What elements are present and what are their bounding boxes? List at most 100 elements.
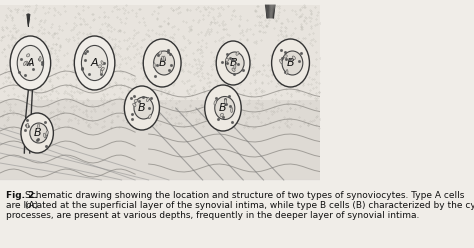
Point xyxy=(280,7,288,11)
Point xyxy=(156,112,164,116)
Point xyxy=(113,4,120,8)
Point xyxy=(282,62,289,66)
Point xyxy=(94,46,101,50)
Point xyxy=(181,36,188,40)
Point xyxy=(89,69,96,73)
Point xyxy=(287,94,295,98)
Point xyxy=(243,123,251,127)
Point xyxy=(261,68,268,72)
Point xyxy=(121,21,129,25)
Point xyxy=(243,51,250,55)
Point xyxy=(185,62,193,66)
Point xyxy=(41,89,48,93)
Point xyxy=(64,91,71,95)
Point xyxy=(124,77,132,81)
Point xyxy=(109,102,116,106)
Point xyxy=(276,119,283,123)
Point xyxy=(297,39,304,43)
Point xyxy=(164,48,172,52)
Point xyxy=(301,18,308,22)
Ellipse shape xyxy=(100,69,102,74)
Point xyxy=(34,29,42,33)
Point xyxy=(267,79,275,83)
Point xyxy=(263,109,270,113)
Point xyxy=(283,109,291,113)
Point xyxy=(67,105,74,109)
Text: B: B xyxy=(219,103,227,113)
Point xyxy=(311,39,319,43)
Point xyxy=(199,74,206,78)
Point xyxy=(272,92,279,96)
Ellipse shape xyxy=(74,36,115,90)
Point xyxy=(60,4,68,8)
Point xyxy=(154,5,161,9)
Point xyxy=(275,100,283,104)
Point xyxy=(112,81,120,85)
Point xyxy=(17,35,24,39)
Point xyxy=(97,72,104,76)
Point xyxy=(309,77,316,81)
Point xyxy=(210,59,218,63)
Point xyxy=(143,104,151,108)
Point xyxy=(102,53,110,57)
Point xyxy=(299,70,306,74)
Point xyxy=(5,33,12,37)
Ellipse shape xyxy=(17,45,44,81)
Point xyxy=(284,102,292,106)
Point xyxy=(164,90,172,94)
Point xyxy=(292,89,300,93)
Point xyxy=(124,118,131,122)
Point xyxy=(112,83,120,87)
Point xyxy=(155,111,163,115)
Point xyxy=(250,56,258,60)
Point xyxy=(221,84,229,88)
Point xyxy=(160,62,168,66)
Point xyxy=(202,45,210,49)
Point xyxy=(85,50,92,54)
Point xyxy=(109,110,116,114)
Point xyxy=(245,124,252,128)
Point xyxy=(197,47,204,51)
Point xyxy=(122,3,130,7)
Ellipse shape xyxy=(23,62,26,65)
Point xyxy=(96,4,103,8)
Point xyxy=(274,33,282,37)
Point xyxy=(131,121,139,125)
Point xyxy=(277,22,284,26)
Point xyxy=(99,125,106,129)
Point xyxy=(34,137,42,141)
Point xyxy=(48,51,55,55)
Point xyxy=(222,118,229,122)
Point xyxy=(225,33,232,37)
Point xyxy=(275,125,283,129)
Point xyxy=(167,6,174,10)
Point xyxy=(246,27,254,31)
Point xyxy=(160,57,168,61)
Point xyxy=(170,8,177,12)
Point xyxy=(215,38,223,42)
Point xyxy=(164,51,172,55)
Point xyxy=(97,98,104,102)
Point xyxy=(120,31,128,34)
Point xyxy=(301,46,308,50)
Point xyxy=(128,98,135,102)
Point xyxy=(25,40,32,44)
Point xyxy=(114,114,121,118)
Point xyxy=(46,51,53,55)
Point xyxy=(171,121,179,125)
Point xyxy=(260,63,267,67)
Point xyxy=(3,15,11,19)
Point xyxy=(81,51,89,55)
Point xyxy=(200,111,207,115)
Point xyxy=(298,25,306,29)
Point xyxy=(251,105,258,109)
Point xyxy=(234,96,241,100)
Point xyxy=(0,50,5,54)
Point xyxy=(103,92,111,96)
Point xyxy=(51,122,58,126)
Point xyxy=(7,37,15,41)
Point xyxy=(124,10,131,14)
Point xyxy=(75,48,82,52)
Point xyxy=(293,87,301,91)
Point xyxy=(164,92,171,96)
